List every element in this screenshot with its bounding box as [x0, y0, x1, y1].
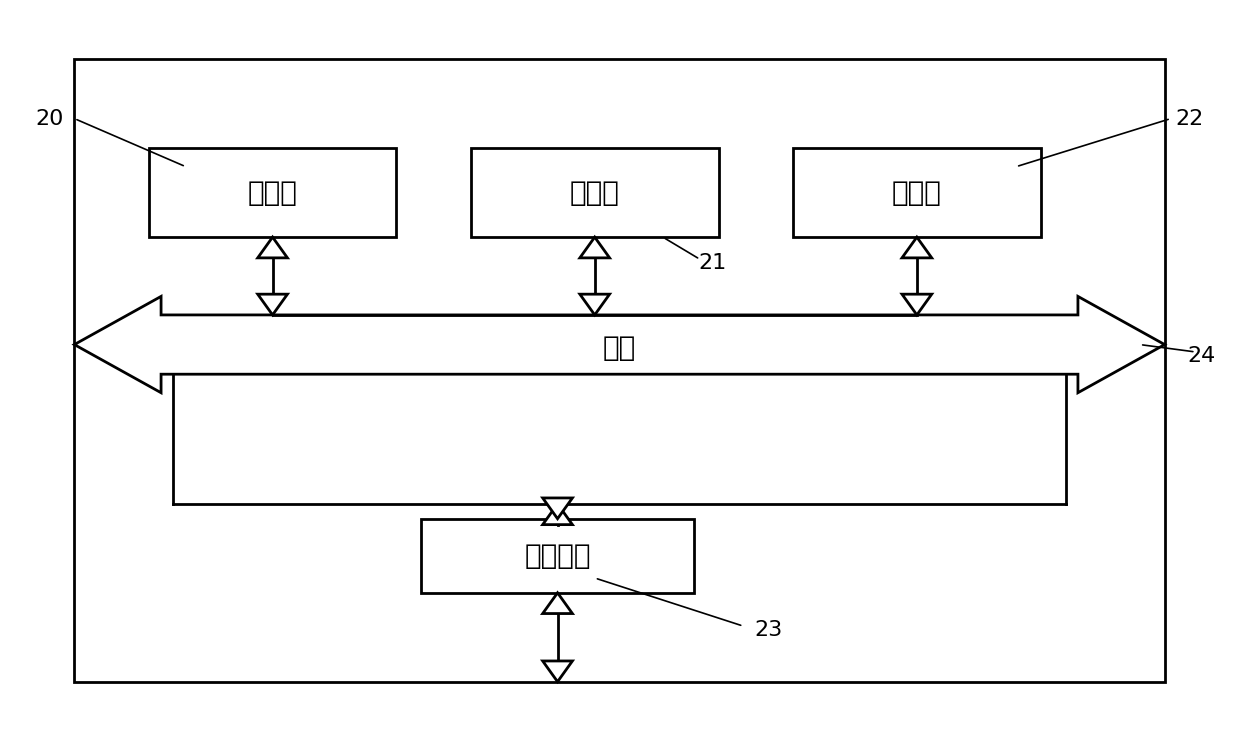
- Polygon shape: [543, 593, 572, 614]
- Text: 22: 22: [1176, 109, 1203, 128]
- Bar: [793, 148, 1041, 237]
- Polygon shape: [543, 498, 572, 519]
- Polygon shape: [258, 294, 287, 315]
- Bar: [149, 148, 396, 237]
- Polygon shape: [580, 294, 610, 315]
- Text: 总线: 总线: [603, 334, 636, 362]
- Polygon shape: [543, 661, 572, 682]
- Polygon shape: [258, 237, 287, 258]
- Polygon shape: [580, 237, 610, 258]
- Text: 24: 24: [1188, 346, 1215, 365]
- Text: 通信接口: 通信接口: [524, 542, 591, 570]
- Text: 存储器: 存储器: [892, 179, 942, 207]
- Text: 23: 23: [755, 620, 782, 639]
- Text: 处理器: 处理器: [248, 179, 297, 207]
- Polygon shape: [74, 296, 1165, 393]
- Polygon shape: [902, 294, 932, 315]
- Bar: [421, 519, 694, 593]
- Polygon shape: [902, 237, 932, 258]
- Polygon shape: [543, 504, 572, 525]
- Text: 20: 20: [36, 109, 63, 128]
- Bar: [74, 59, 1165, 682]
- Bar: [471, 148, 719, 237]
- Text: 21: 21: [699, 253, 726, 273]
- Text: 显示屏: 显示屏: [570, 179, 620, 207]
